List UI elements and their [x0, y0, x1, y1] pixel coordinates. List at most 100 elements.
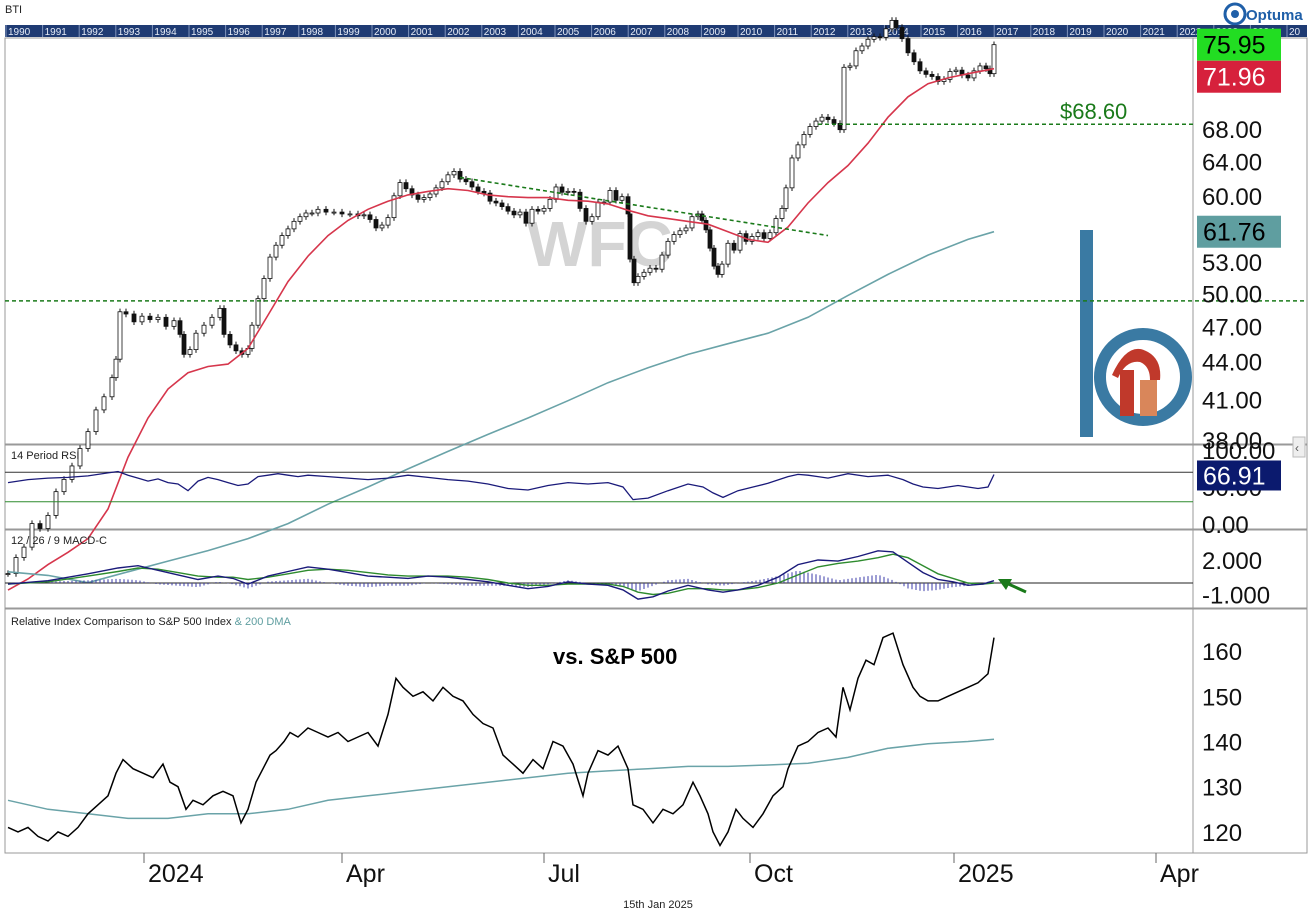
- x-tick-label: Apr: [346, 860, 385, 888]
- macd-tick-label: -1.000: [1202, 582, 1270, 609]
- timeline-year-2017: 2017: [996, 27, 1019, 38]
- price-tick-label: 60.00: [1202, 184, 1262, 211]
- price-tick-label: 64.00: [1202, 149, 1262, 176]
- timeline-year-2011: 2011: [777, 27, 799, 38]
- price-candle: [929, 73, 935, 77]
- price-candle: [487, 192, 493, 202]
- price-candle: [475, 186, 481, 192]
- timeline-year-1992: 1992: [81, 27, 104, 38]
- price-tick-label: 38.00: [1202, 428, 1262, 455]
- price-candle: [227, 333, 233, 346]
- relative-panel: [4, 608, 1308, 854]
- price-candle: [853, 50, 859, 67]
- price-candle: [171, 320, 177, 327]
- timeline-year-1991: 1991: [45, 27, 68, 38]
- rsi-panel: [4, 444, 1308, 530]
- price-candle: [559, 186, 565, 193]
- timeline-bar[interactable]: [5, 25, 1307, 37]
- price-candle: [535, 208, 541, 212]
- price-candle: [163, 316, 169, 327]
- relative-title-suffix: & 200 DMA: [235, 616, 292, 628]
- relative-tick-label: 130: [1202, 775, 1242, 802]
- timeline-year-2010: 2010: [740, 27, 763, 38]
- brand-logo: [1080, 230, 1192, 437]
- price-candle: [113, 358, 119, 379]
- price-candle: [877, 36, 883, 39]
- price-candle: [187, 349, 193, 355]
- price-candle: [789, 157, 795, 189]
- macd-arrow-icon: [998, 579, 1027, 594]
- price-candle: [385, 217, 391, 226]
- price-candle: [911, 52, 917, 63]
- rsi-line: [7, 470, 995, 501]
- price-candle: [421, 197, 427, 200]
- price-candle: [267, 256, 273, 279]
- price-candle: [905, 38, 911, 54]
- price-candle: [631, 258, 637, 284]
- timeline-year-2006: 2006: [594, 27, 617, 38]
- timeline-year-2000: 2000: [374, 27, 397, 38]
- price-candle: [511, 210, 517, 216]
- price-candle: [279, 235, 285, 246]
- price-candle: [77, 448, 83, 467]
- price-candle: [725, 242, 731, 265]
- chevron-left-icon[interactable]: ‹: [1295, 441, 1299, 455]
- side-collapse-button[interactable]: [1292, 436, 1306, 458]
- relative-line: [7, 632, 995, 848]
- price-candle: [209, 316, 215, 326]
- price-candle: [847, 65, 853, 68]
- price-candle: [571, 190, 577, 193]
- price-candle: [391, 195, 397, 219]
- price-candle: [177, 320, 183, 335]
- timeline-year-2022: 2022: [1179, 27, 1202, 38]
- price-candle: [303, 212, 309, 218]
- price-candle: [451, 171, 457, 176]
- price-candle: [109, 377, 115, 398]
- price-candle: [583, 208, 589, 222]
- value-tag-last: [1197, 28, 1281, 61]
- timeline-year-1990: 1990: [8, 27, 31, 38]
- price-candle: [671, 234, 677, 242]
- price-candle: [871, 36, 877, 40]
- price-candle: [711, 247, 717, 267]
- price-candle: [261, 278, 267, 300]
- price-candle: [917, 61, 923, 72]
- price-candle: [339, 211, 345, 215]
- price-candle: [505, 206, 511, 212]
- price-tick-label: 68.00: [1202, 117, 1262, 144]
- price-candle: [677, 230, 683, 236]
- value-tag-ma_short: [1197, 60, 1281, 93]
- optuma-logo-text: Optuma: [1246, 7, 1303, 24]
- timeline-year-2013: 2013: [850, 27, 873, 38]
- price-candle: [297, 216, 303, 222]
- timeline-year-2014: 2014: [886, 27, 909, 38]
- price-candle: [45, 515, 51, 529]
- price-candle: [181, 333, 187, 355]
- timeline-year-1999: 1999: [337, 27, 360, 38]
- price-candle: [123, 311, 129, 315]
- price-candle: [273, 244, 279, 258]
- price-candle: [523, 211, 529, 224]
- price-candle: [659, 254, 665, 270]
- price-candle: [707, 229, 713, 249]
- price-candle: [249, 324, 255, 349]
- rsi-layer: [5, 470, 1193, 503]
- price-tick-label: 53.00: [1202, 250, 1262, 277]
- relative-title: Relative Index Comparison to S&P 500 Ind…: [11, 616, 292, 628]
- price-candle: [627, 213, 633, 260]
- price-candle: [947, 71, 953, 80]
- value-tag-text-ma_long: 61.76: [1203, 219, 1266, 247]
- price-layer: $68.60: [5, 17, 1307, 591]
- price-candle: [147, 315, 153, 320]
- price-tick-label: 41.00: [1202, 387, 1262, 414]
- price-candle: [899, 27, 905, 40]
- price-candle: [807, 126, 813, 135]
- timeline-year-2018: 2018: [1033, 27, 1056, 38]
- price-candle: [779, 208, 785, 219]
- price-candle: [155, 316, 161, 320]
- price-candle: [315, 208, 321, 214]
- price-candle: [445, 174, 451, 183]
- price-candle: [529, 208, 535, 224]
- price-candle: [415, 194, 421, 200]
- symbol-label: BTI: [5, 4, 22, 16]
